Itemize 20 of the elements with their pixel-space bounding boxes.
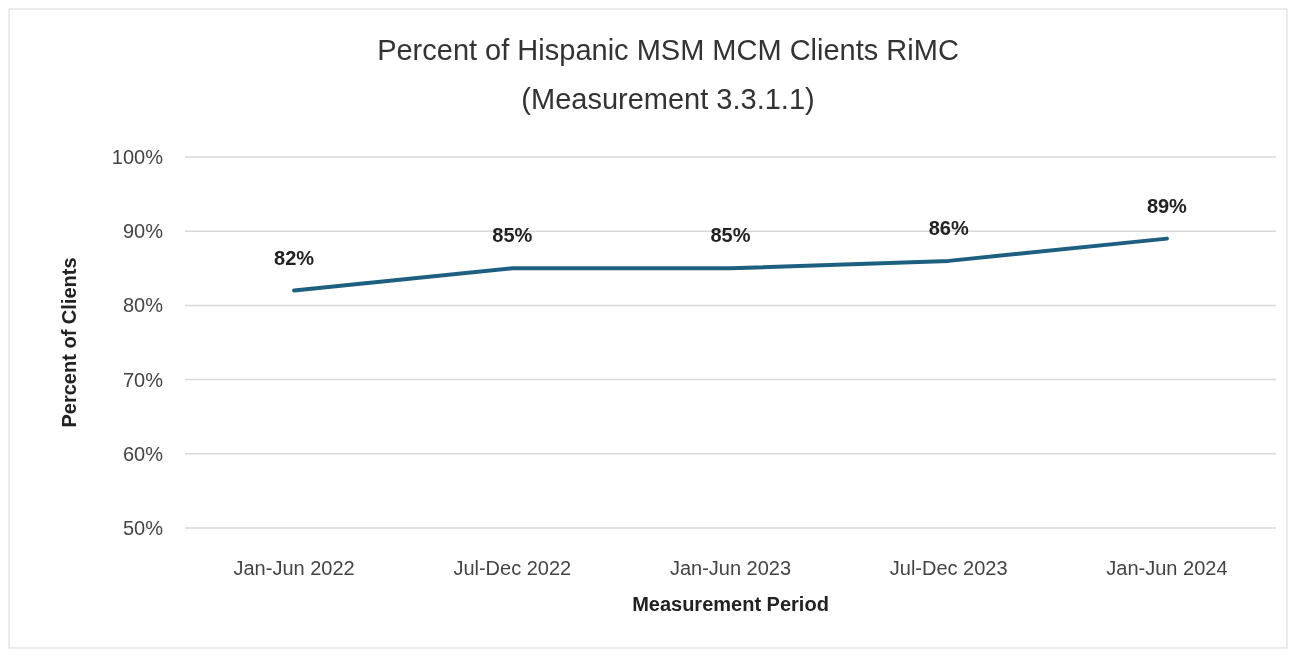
data-label: 85% <box>710 224 751 247</box>
x-tick-label: Jan-Jun 2022 <box>233 557 355 579</box>
chart-subtitle: (Measurement 3.3.1.1) <box>521 83 815 115</box>
data-label: 89% <box>1146 194 1188 217</box>
y-axis-title: Percent of Clients <box>58 257 80 428</box>
x-tick-label: Jul-Dec 2023 <box>889 557 1008 579</box>
data-label: 82% <box>274 246 315 269</box>
chart-title: Percent of Hispanic MSM MCM Clients RiMC <box>377 34 959 66</box>
y-tick-label: 100% <box>111 146 164 168</box>
x-tick-label: Jan-Jun 2024 <box>1106 557 1228 579</box>
data-label: 85% <box>492 224 533 247</box>
x-tick-label: Jul-Dec 2022 <box>453 557 572 579</box>
y-tick-label: 70% <box>122 368 164 391</box>
y-tick-label: 90% <box>122 220 164 243</box>
x-axis-title: Measurement Period <box>632 593 829 615</box>
y-tick-label: 80% <box>122 294 164 317</box>
y-tick-label: 50% <box>122 517 164 539</box>
data-label: 86% <box>928 216 969 239</box>
x-tick-label: Jan-Jun 2023 <box>669 557 792 579</box>
y-tick-label: 60% <box>122 442 164 465</box>
